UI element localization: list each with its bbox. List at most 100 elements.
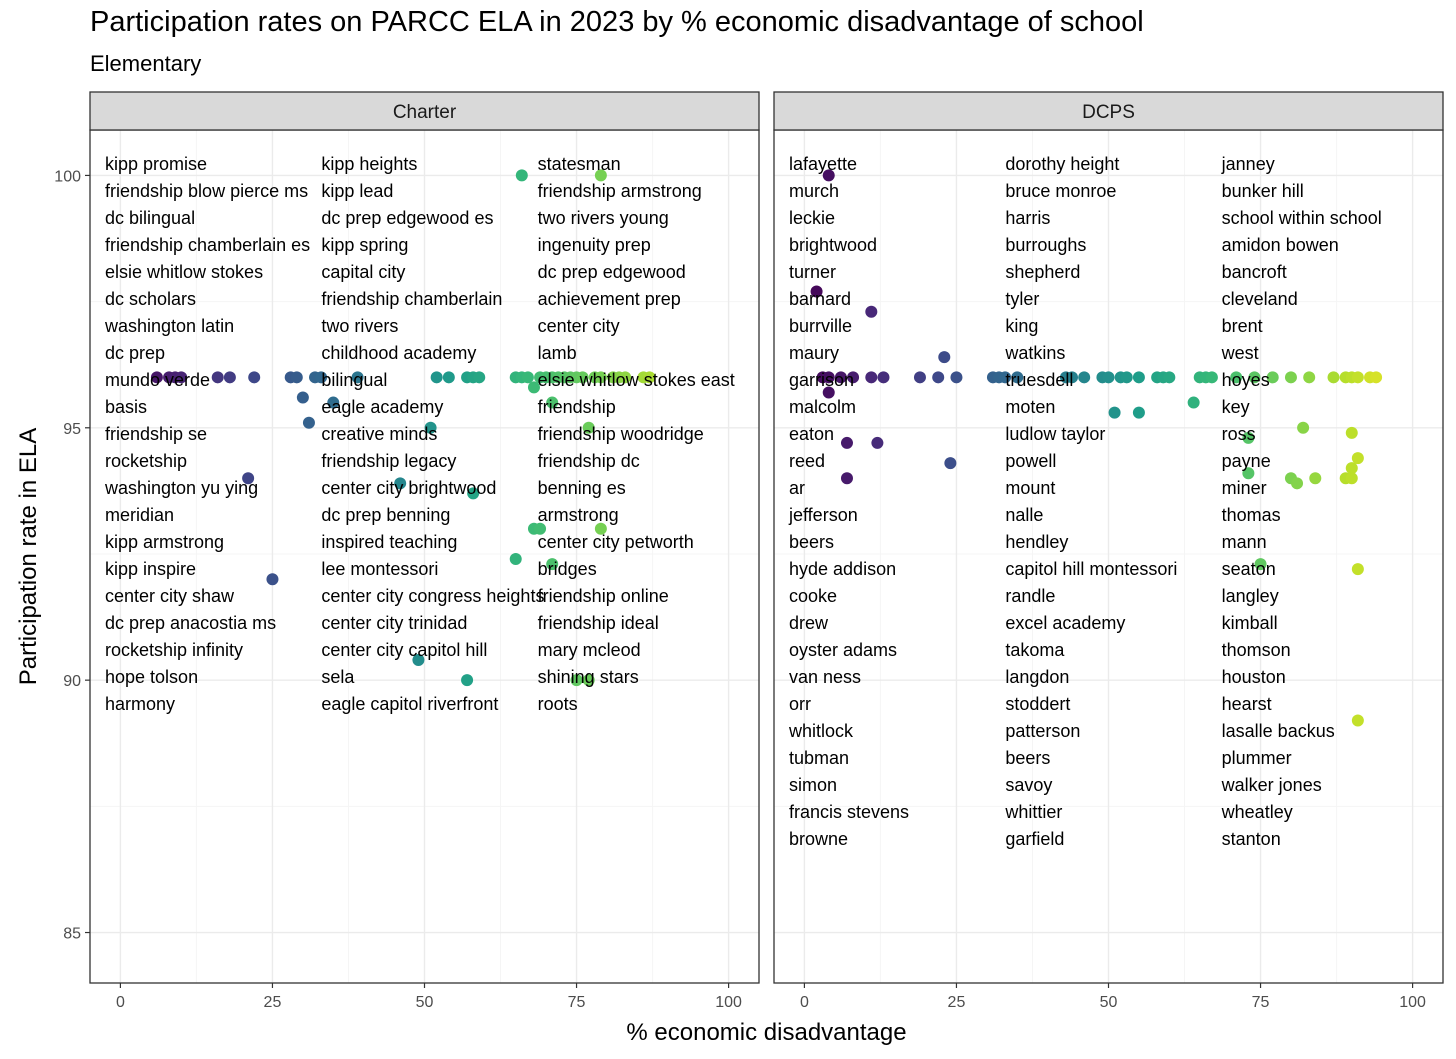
- data-point: [424, 421, 437, 434]
- point-label: mann: [1222, 532, 1267, 552]
- data-point: [865, 305, 878, 318]
- point-label: thomas: [1222, 505, 1281, 525]
- x-tick-label: 50: [1100, 994, 1118, 1011]
- x-tick-label: 75: [568, 994, 586, 1011]
- point-label: maury: [789, 343, 839, 363]
- point-label: watkins: [1004, 343, 1065, 363]
- point-label: kipp armstrong: [105, 532, 224, 552]
- point-label: center city congress heights: [321, 586, 544, 606]
- point-label: jefferson: [788, 505, 858, 525]
- point-label: langley: [1222, 586, 1279, 606]
- data-point: [1102, 371, 1115, 384]
- data-point: [877, 371, 890, 384]
- data-point: [834, 371, 847, 384]
- point-label: shining stars: [538, 667, 639, 687]
- point-label: friendship legacy: [321, 451, 456, 471]
- data-point: [619, 371, 632, 384]
- point-label: houston: [1222, 667, 1286, 687]
- point-label: walker jones: [1221, 775, 1322, 795]
- data-point: [473, 371, 486, 384]
- facet-label-charter: Charter: [393, 102, 457, 123]
- point-label: eaton: [789, 424, 834, 444]
- point-label: dc prep: [105, 343, 165, 363]
- point-label: nalle: [1005, 505, 1043, 525]
- point-label: center city shaw: [105, 586, 235, 606]
- data-point: [1011, 371, 1024, 384]
- point-label: francis stevens: [789, 802, 909, 822]
- data-point: [865, 371, 878, 384]
- y-tick-label: 90: [63, 673, 81, 690]
- point-label: friendship chamberlain: [321, 289, 502, 309]
- point-label: brent: [1222, 316, 1263, 336]
- point-label: bunker hill: [1222, 181, 1304, 201]
- point-label: lafayette: [789, 154, 857, 174]
- point-label: burrville: [789, 316, 852, 336]
- point-label: center city: [538, 316, 620, 336]
- point-label: randle: [1005, 586, 1055, 606]
- point-label: armstrong: [538, 505, 619, 525]
- point-label: washington latin: [104, 316, 234, 336]
- point-label: beers: [1005, 748, 1050, 768]
- point-label: kipp inspire: [105, 559, 196, 579]
- data-point: [1187, 396, 1200, 409]
- data-point: [594, 371, 607, 384]
- point-label: powell: [1005, 451, 1056, 471]
- data-point: [822, 371, 835, 384]
- point-label: two rivers: [321, 316, 398, 336]
- point-label: basis: [105, 397, 147, 417]
- point-label: eagle capitol riverfront: [321, 694, 498, 714]
- point-label: whittier: [1004, 802, 1062, 822]
- point-label: excel academy: [1005, 613, 1125, 633]
- y-tick-label: 85: [63, 926, 81, 943]
- point-label: garfield: [1005, 829, 1064, 849]
- point-label: hearst: [1222, 694, 1272, 714]
- point-label: bancroft: [1222, 262, 1287, 282]
- point-label: roots: [538, 694, 578, 714]
- point-label: hope tolson: [105, 667, 198, 687]
- point-label: inspired teaching: [321, 532, 457, 552]
- data-point: [1291, 477, 1304, 490]
- data-point: [1205, 371, 1218, 384]
- point-label: capital city: [321, 262, 405, 282]
- data-point: [582, 421, 595, 434]
- point-label: friendship: [538, 397, 616, 417]
- data-point: [999, 371, 1012, 384]
- point-label: dc prep edgewood es: [321, 208, 493, 228]
- point-label: van ness: [789, 667, 861, 687]
- point-label: elsie whitlow stokes: [105, 262, 263, 282]
- data-point: [1132, 371, 1145, 384]
- point-label: mundo verde: [105, 370, 210, 390]
- y-tick-label: 95: [63, 421, 81, 438]
- chart-title: Participation rates on PARCC ELA in 2023…: [90, 6, 1144, 38]
- point-label: achievement prep: [538, 289, 681, 309]
- point-label: kipp lead: [321, 181, 393, 201]
- data-point: [932, 371, 945, 384]
- point-label: miner: [1222, 478, 1267, 498]
- data-point: [1297, 421, 1310, 434]
- point-label: meridian: [105, 505, 174, 525]
- data-point: [1066, 371, 1079, 384]
- point-label: hendley: [1005, 532, 1068, 552]
- data-point: [223, 371, 236, 384]
- point-label: wheatley: [1221, 802, 1293, 822]
- point-label: cleveland: [1222, 289, 1298, 309]
- data-point: [266, 573, 279, 586]
- data-point: [1108, 406, 1121, 419]
- data-point: [871, 436, 884, 449]
- point-label: dc prep anacostia ms: [105, 613, 276, 633]
- facet-strip-dcps: [773, 91, 1444, 131]
- point-label: ross: [1222, 424, 1256, 444]
- point-label: moten: [1005, 397, 1055, 417]
- point-label: stoddert: [1005, 694, 1070, 714]
- data-point: [1230, 371, 1243, 384]
- point-label: friendship woodridge: [538, 424, 704, 444]
- point-label: malcolm: [789, 397, 856, 417]
- point-label: elsie whitlow stokes east: [538, 370, 735, 390]
- data-point: [461, 674, 474, 687]
- point-label: friendship ideal: [538, 613, 659, 633]
- data-point: [442, 371, 455, 384]
- data-point: [576, 371, 589, 384]
- data-point: [570, 674, 583, 687]
- point-label: center city brightwood: [321, 478, 496, 498]
- data-point: [302, 416, 315, 429]
